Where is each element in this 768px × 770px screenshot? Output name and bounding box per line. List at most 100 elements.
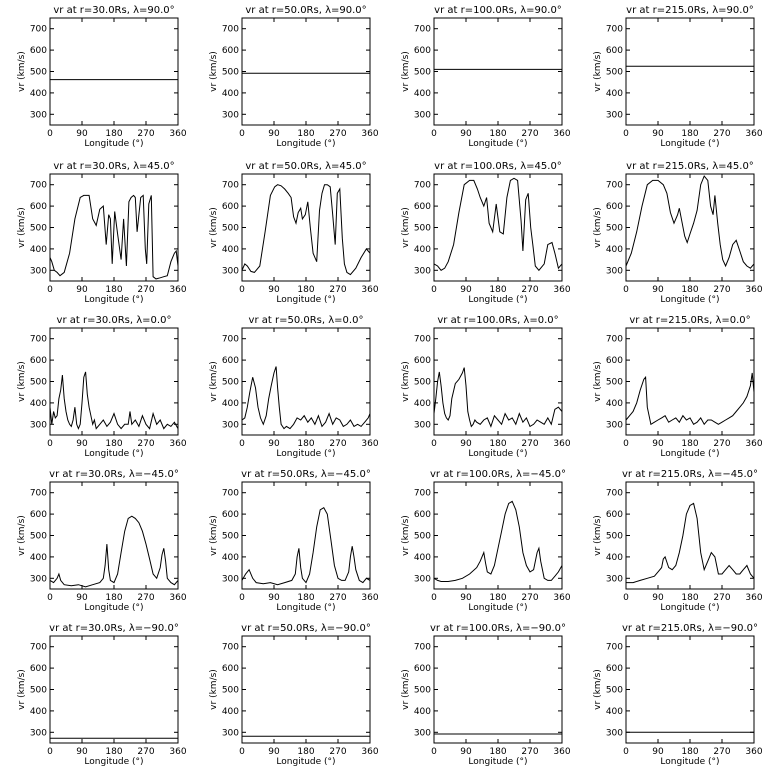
chart-panel: vr at r=100.0Rs, λ=45.0° 0 90 180 270 360 300 4… [401, 161, 571, 305]
y-tick-label: 300 [222, 574, 239, 584]
chart-panel: vr at r=100.0Rs, λ=−90.0° 0 90 180 270 360 300… [401, 623, 571, 767]
x-tick-label: 270 [329, 747, 346, 757]
y-axis-label: vr (km/s) [209, 669, 219, 710]
x-tick-label: 360 [169, 439, 186, 449]
x-tick-label: 270 [137, 129, 154, 139]
x-tick-label: 180 [681, 593, 698, 603]
y-axis-label: vr (km/s) [593, 515, 603, 556]
y-tick-label: 600 [30, 46, 47, 56]
x-tick-label: 360 [361, 129, 378, 139]
y-tick-label: 600 [222, 202, 239, 212]
x-tick-label: 180 [297, 747, 314, 757]
y-tick-label: 600 [414, 664, 431, 674]
y-tick-label: 700 [606, 25, 623, 35]
x-tick-label: 270 [713, 439, 730, 449]
chart-title: vr at r=50.0Rs, λ=−45.0° [241, 469, 371, 480]
y-tick-label: 400 [222, 399, 239, 409]
x-tick-label: 0 [239, 747, 245, 757]
y-axis-label: vr (km/s) [17, 51, 27, 92]
y-tick-label: 500 [414, 532, 431, 542]
chart-title: vr at r=100.0Rs, λ=0.0° [437, 315, 558, 326]
plot-frame [241, 481, 371, 590]
series-line [49, 515, 179, 588]
y-tick-label: 400 [222, 245, 239, 255]
chart-title: vr at r=215.0Rs, λ=90.0° [626, 5, 754, 16]
plot-frame [433, 635, 563, 744]
y-axis-label: vr (km/s) [17, 207, 27, 248]
y-tick-label: 400 [30, 707, 47, 717]
series-line [241, 507, 371, 586]
x-tick-label: 360 [169, 593, 186, 603]
chart-title: vr at r=100.0Rs, λ=−45.0° [430, 469, 566, 480]
x-tick-label: 180 [681, 747, 698, 757]
y-tick-label: 500 [414, 686, 431, 696]
x-tick-label: 360 [745, 129, 762, 139]
x-tick-label: 180 [105, 747, 122, 757]
y-tick-label: 400 [414, 399, 431, 409]
chart-panel: vr at r=30.0Rs, λ=90.0° 0 90 180 270 360 300 40… [17, 5, 187, 149]
x-tick-label: 90 [652, 439, 664, 449]
y-tick-label: 500 [222, 224, 239, 234]
x-tick-label: 90 [460, 285, 472, 295]
y-tick-label: 400 [606, 245, 623, 255]
chart-panel: vr at r=50.0Rs, λ=−45.0° 0 90 180 270 360 300 4… [209, 469, 379, 613]
x-tick-label: 180 [489, 593, 506, 603]
x-axis-label: Longitude (°) [468, 139, 527, 149]
chart-title: vr at r=215.0Rs, λ=45.0° [626, 161, 754, 172]
y-tick-label: 600 [222, 356, 239, 366]
plot-frame [49, 17, 179, 126]
y-tick-label: 300 [222, 110, 239, 120]
chart-title: vr at r=215.0Rs, λ=0.0° [629, 315, 750, 326]
series-line [49, 371, 179, 430]
y-tick-label: 500 [30, 532, 47, 542]
x-tick-label: 90 [460, 593, 472, 603]
x-tick-label: 90 [268, 593, 280, 603]
chart-panel: vr at r=215.0Rs, λ=45.0° 0 90 180 270 360 300 4… [593, 161, 763, 305]
chart-title: vr at r=215.0Rs, λ=−90.0° [622, 623, 758, 634]
x-tick-label: 180 [489, 747, 506, 757]
x-tick-label: 90 [652, 129, 664, 139]
y-tick-label: 400 [222, 707, 239, 717]
x-tick-label: 360 [553, 747, 570, 757]
y-tick-label: 300 [30, 266, 47, 276]
y-tick-label: 600 [606, 202, 623, 212]
x-tick-label: 90 [460, 439, 472, 449]
y-tick-label: 700 [414, 489, 431, 499]
y-tick-label: 300 [414, 574, 431, 584]
y-tick-label: 700 [222, 335, 239, 345]
y-tick-label: 300 [30, 574, 47, 584]
series-line [433, 177, 563, 272]
x-tick-label: 270 [521, 747, 538, 757]
y-axis-label: vr (km/s) [17, 669, 27, 710]
y-tick-label: 300 [606, 728, 623, 738]
y-tick-label: 600 [30, 664, 47, 674]
x-tick-label: 360 [361, 747, 378, 757]
chart-panel: vr at r=215.0Rs, λ=−90.0° 0 90 180 270 360 300… [593, 623, 763, 767]
chart-panel: vr at r=50.0Rs, λ=90.0° 0 90 180 270 360 300 40… [209, 5, 379, 149]
plot-frame [49, 327, 179, 436]
x-axis-label: Longitude (°) [468, 295, 527, 305]
x-tick-label: 180 [105, 285, 122, 295]
y-tick-label: 500 [606, 378, 623, 388]
x-tick-label: 270 [137, 439, 154, 449]
y-tick-label: 300 [606, 110, 623, 120]
x-tick-label: 270 [713, 593, 730, 603]
x-tick-label: 360 [553, 285, 570, 295]
series-line [433, 500, 563, 582]
x-tick-label: 0 [623, 593, 629, 603]
y-tick-label: 700 [414, 643, 431, 653]
y-axis-label: vr (km/s) [17, 361, 27, 402]
x-tick-label: 0 [431, 439, 437, 449]
x-tick-label: 270 [329, 129, 346, 139]
y-tick-label: 600 [222, 510, 239, 520]
x-tick-label: 270 [137, 285, 154, 295]
x-tick-label: 0 [47, 593, 53, 603]
y-tick-label: 700 [414, 181, 431, 191]
y-tick-label: 600 [606, 664, 623, 674]
x-tick-label: 270 [713, 129, 730, 139]
chart-title: vr at r=30.0Rs, λ=90.0° [53, 5, 174, 16]
chart-panel: vr at r=215.0Rs, λ=−45.0° 0 90 180 270 360 300… [593, 469, 763, 613]
y-tick-label: 400 [606, 707, 623, 717]
series-line [626, 502, 755, 584]
x-tick-label: 270 [137, 593, 154, 603]
